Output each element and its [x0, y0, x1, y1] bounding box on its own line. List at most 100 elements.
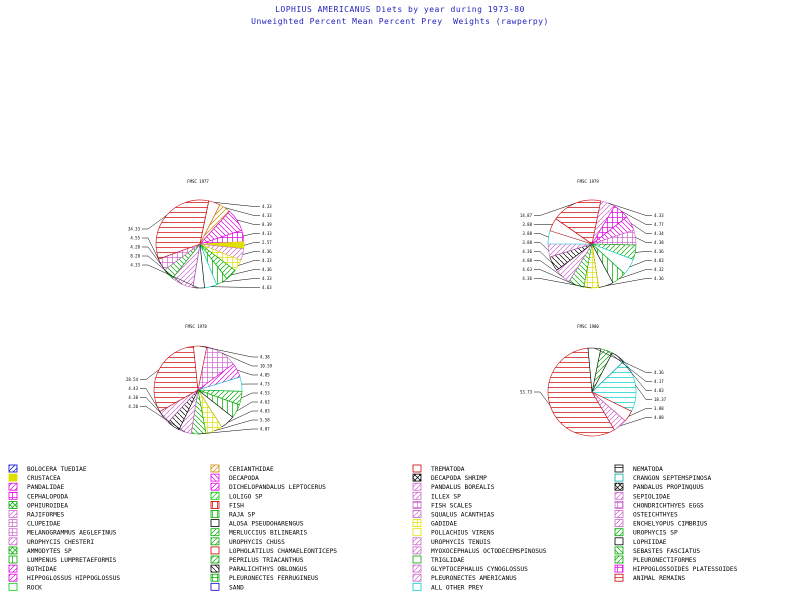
- legend-swatch: [412, 482, 422, 491]
- legend-label: FISH SCALES: [431, 502, 472, 509]
- legend-item: PEPRILUS TRIACANTHUS: [210, 555, 304, 564]
- legend-item: SAND: [210, 582, 244, 591]
- leader-line: [140, 397, 174, 427]
- legend-label: BOLOCERA TUEDIAE: [27, 466, 87, 473]
- slice-label: 14.87: [520, 213, 533, 218]
- leader-line: [142, 237, 162, 265]
- pie-chart-4: FMSC 1980 4.36 4.17 4.83 18.37 3.88 4.88 53.73: [520, 324, 667, 437]
- legend-swatch: [412, 528, 422, 537]
- slice-label: 4.87: [260, 427, 270, 432]
- slice-label: 4.83: [260, 409, 270, 414]
- leader-line: [224, 207, 260, 216]
- legend-label: ANIMAL REMAINS: [633, 575, 685, 582]
- legend-swatch: [210, 500, 220, 509]
- legend-swatch: [412, 546, 422, 555]
- legend-item: MYOXOCEPHALUS OCTODECEMSPINOSUS: [412, 546, 547, 555]
- leader-line: [606, 350, 652, 382]
- legend-label: CEPHALOPODA: [27, 493, 68, 500]
- slice-label: 4.83: [654, 388, 664, 393]
- legend-item: ALOSA PSEUDOHARENGUS: [210, 519, 304, 528]
- legend-label: TRIGLIDAE: [431, 557, 465, 564]
- slice-label: 4.36: [262, 249, 272, 254]
- legend-swatch: [210, 546, 220, 555]
- legend-label: HIPPOGLOSSUS HIPPOGLOSSUS: [27, 575, 120, 582]
- leader-line: [227, 410, 258, 423]
- slice-label: 4.33: [262, 204, 272, 209]
- slice-label: 4.34: [654, 231, 664, 236]
- leader-line: [534, 391, 551, 406]
- legend-item: CEPHALOPODA: [8, 491, 68, 500]
- slice-label: 4.28: [130, 245, 140, 250]
- legend-label: FISH: [229, 502, 244, 509]
- legend-swatch: [210, 519, 220, 527]
- leader-line: [142, 255, 183, 285]
- legend-item: RAJA SP: [210, 510, 255, 519]
- legend-swatch: [614, 482, 624, 491]
- legend-swatch: [210, 473, 220, 482]
- legend-item: SQUALUS ACANTHIAS: [412, 510, 495, 519]
- leader-line: [534, 278, 592, 289]
- legend-label: CLUPEIDAE: [27, 521, 61, 528]
- leader-line: [142, 215, 167, 230]
- leader-line: [242, 251, 260, 255]
- legend-label: ILLEX SP: [431, 493, 461, 500]
- leader-line: [630, 223, 652, 234]
- legend-label: PARALICHTHYS OBLONGUS: [229, 566, 308, 573]
- legend-swatch: [210, 573, 220, 582]
- legend-label: MERLUCCIUS BILINEARIS: [229, 530, 308, 537]
- legend-swatch: [210, 464, 220, 473]
- legend-item: LOLIGO SP: [210, 491, 263, 500]
- legend-swatch: [210, 510, 220, 518]
- pie-title: FMSC 1977: [187, 179, 209, 184]
- legend-swatch: [210, 564, 220, 573]
- leader-line: [236, 219, 260, 225]
- legend-swatch: [412, 582, 422, 591]
- legend-swatch: [614, 546, 624, 555]
- pie-slice: [193, 345, 208, 391]
- leader-line: [237, 369, 258, 376]
- leader-line: [221, 352, 258, 367]
- slice-label: 4.88: [522, 258, 532, 263]
- slice-label: 53.73: [520, 390, 533, 395]
- slice-label: 18.37: [654, 397, 667, 402]
- legend-swatch: [8, 510, 18, 518]
- legend-item: SEPIOLIDAE: [614, 491, 671, 500]
- leader-line: [200, 345, 258, 358]
- slice-label: 4.38: [654, 240, 664, 245]
- legend-item: AMMODYTES SP: [8, 546, 72, 555]
- legend-swatch: [412, 491, 422, 500]
- leader-line: [210, 286, 260, 288]
- slice-label: 4.88: [654, 415, 664, 420]
- slice-label: 4.55: [130, 236, 140, 241]
- legend-item: HIPPOGLOSSUS HIPPOGLOSSUS: [8, 573, 120, 582]
- legend-label: ENCHELYOPUS CIMBRIUS: [633, 521, 708, 528]
- slice-label: 4.36: [654, 370, 664, 375]
- pie-charts-area: FMSC 1977 4.33 4.33 8.39 4.33 2.57 4.36 4.33 4.3…: [126, 179, 667, 437]
- legend-item: FISH SCALES: [412, 500, 472, 509]
- legend-swatch: [8, 564, 18, 573]
- legend-swatch: [8, 555, 18, 564]
- legend-swatch: [210, 528, 220, 537]
- slice-label: 4.77: [654, 222, 664, 227]
- legend-item: MERLUCCIUS BILINEARIS: [210, 528, 308, 537]
- pie-chart-3: FMSC 1979 4.33 4.77 4.34 4.38 4.36 4.83 4.32 4.3…: [520, 179, 664, 289]
- slice-label: 4.83: [654, 258, 664, 263]
- legend-swatch: [210, 482, 220, 491]
- chart-title: LOPHIUS AMERICANUS Diets by year during …: [275, 5, 525, 14]
- legend-item: HIPPOGLOSSOIDES PLATESSOIDES: [614, 564, 738, 573]
- legend-swatch: [614, 500, 624, 509]
- legend-label: RAJA SP: [229, 512, 255, 519]
- legend-label: PLEURONECTES FERRUGINEUS: [229, 575, 319, 582]
- legend-item: LOPHOLATILUS CHAMAELEONTICEPS: [210, 546, 337, 555]
- legend-swatch: [8, 464, 18, 473]
- legend-label: PANDALUS BOREALIS: [431, 484, 495, 491]
- legend-item: PLEURONECTIFORMES: [614, 555, 697, 564]
- legend-item: PLEURONECTES FERRUGINEUS: [210, 573, 319, 582]
- pie-slice: [591, 360, 637, 412]
- legend-swatch: [210, 555, 220, 564]
- slice-label: 3.88: [522, 231, 532, 236]
- legend-item: FISH: [210, 500, 244, 509]
- legend-label: MYOXOCEPHALUS OCTODECEMSPINOSUS: [431, 548, 547, 555]
- legend-swatch: [614, 564, 624, 573]
